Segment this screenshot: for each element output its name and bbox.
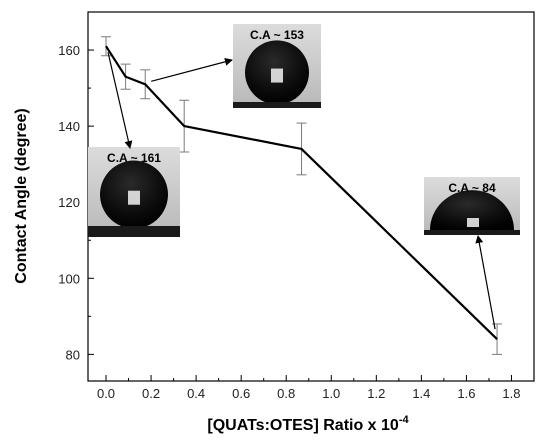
y-tick-label: 80	[66, 347, 80, 362]
x-tick-label: 1.0	[322, 386, 340, 401]
x-axis-title-exponent: -4	[399, 414, 410, 426]
x-tick-label: 1.2	[367, 386, 385, 401]
droplet-insets: C.A ~ 161 C.A ~ 153 C.A ~ 84	[88, 24, 520, 237]
x-tick-label: 1.6	[457, 386, 475, 401]
annotation-arrow	[475, 235, 496, 330]
droplet-highlight	[467, 218, 479, 227]
droplet-inset: C.A ~ 84	[424, 177, 520, 235]
inset-substrate	[88, 226, 180, 237]
droplet-inset: C.A ~ 161	[88, 147, 180, 237]
x-tick-label: 0.4	[187, 386, 205, 401]
y-tick-label: 160	[58, 43, 80, 58]
annotation-arrow	[151, 57, 233, 82]
x-axis-title: [QUATs:OTES] Ratio x 10-4	[207, 414, 409, 434]
y-axis-title: Contact Angle (degree)	[13, 108, 30, 283]
y-tick-label: 100	[58, 271, 80, 286]
droplet-highlight	[271, 68, 283, 83]
series-layer	[105, 45, 498, 340]
x-axis-title-text: [QUATs:OTES] Ratio x 10	[207, 417, 399, 434]
droplet-highlight	[128, 190, 140, 205]
droplet	[430, 190, 514, 230]
y-tick-label: 140	[58, 119, 80, 134]
contact-angle-label: C.A ~ 161	[107, 151, 161, 165]
inset-substrate	[233, 102, 321, 108]
x-tick-label: 1.4	[412, 386, 430, 401]
inset-substrate	[424, 230, 520, 235]
x-tick-label: 0.6	[232, 386, 250, 401]
y-axis: 80 100 120 140 160	[58, 11, 94, 362]
x-tick-label: 1.8	[502, 386, 520, 401]
series-line	[105, 45, 498, 340]
annotation-arrow	[107, 52, 133, 149]
x-axis: 0.0 0.2 0.4 0.6 0.8 1.0 1.2 1.4 1.6 1.8	[97, 375, 535, 401]
contact-angle-label: C.A ~ 84	[448, 181, 496, 195]
droplet-inset: C.A ~ 153	[233, 24, 321, 108]
x-tick-label: 0.0	[97, 386, 115, 401]
contact-angle-label: C.A ~ 153	[250, 28, 304, 42]
x-tick-label: 0.8	[277, 386, 295, 401]
annotation-arrows	[107, 52, 496, 330]
x-tick-label: 0.2	[142, 386, 160, 401]
y-tick-label: 120	[58, 195, 80, 210]
